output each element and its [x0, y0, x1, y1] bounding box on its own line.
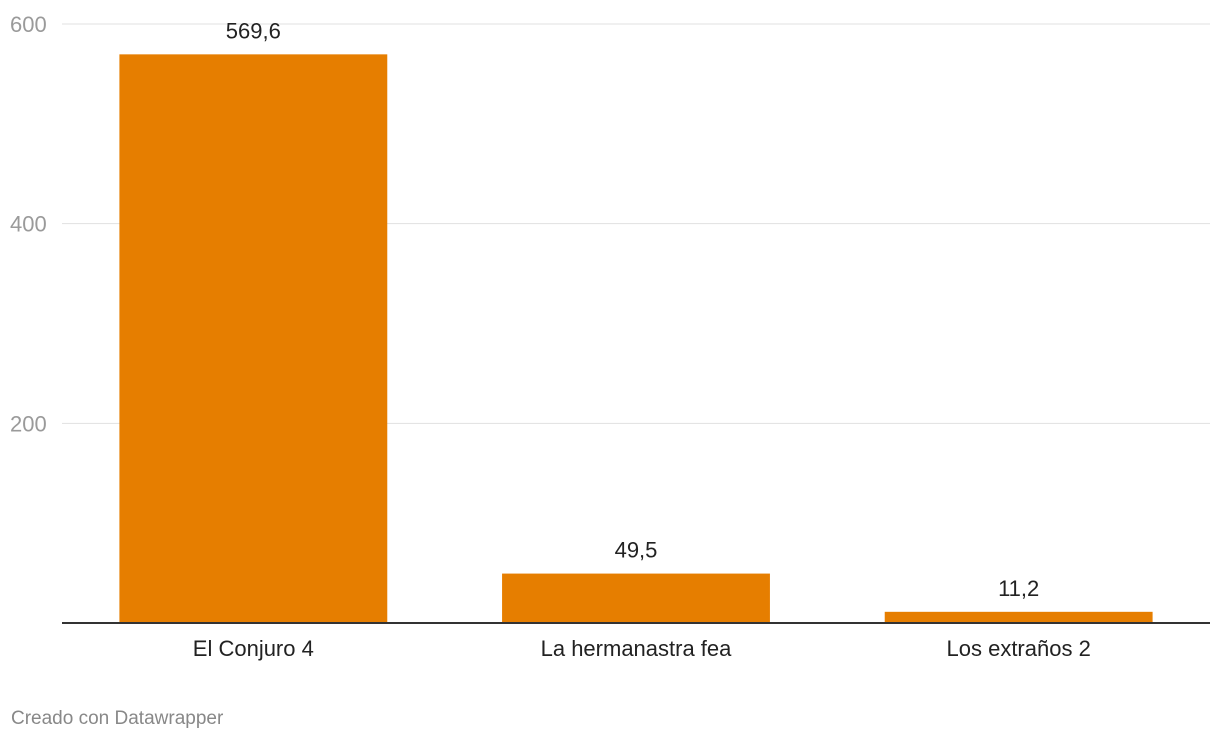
- bar-value-label: 569,6: [226, 18, 281, 43]
- bar-value-label: 11,2: [998, 576, 1039, 601]
- footer-credit: Creado con Datawrapper: [11, 708, 224, 729]
- bar-3[interactable]: [884, 611, 1153, 623]
- bar-1[interactable]: [119, 54, 388, 623]
- bar-value-label: 49,5: [615, 538, 658, 563]
- x-tick-label: La hermanastra fea: [541, 636, 733, 661]
- y-tick-label: 600: [10, 12, 47, 37]
- bar-2[interactable]: [502, 573, 770, 623]
- x-tick-label: Los extraños 2: [947, 636, 1091, 661]
- y-tick-label: 400: [10, 212, 47, 237]
- x-tick-label: El Conjuro 4: [193, 636, 314, 661]
- y-tick-label: 200: [10, 411, 47, 436]
